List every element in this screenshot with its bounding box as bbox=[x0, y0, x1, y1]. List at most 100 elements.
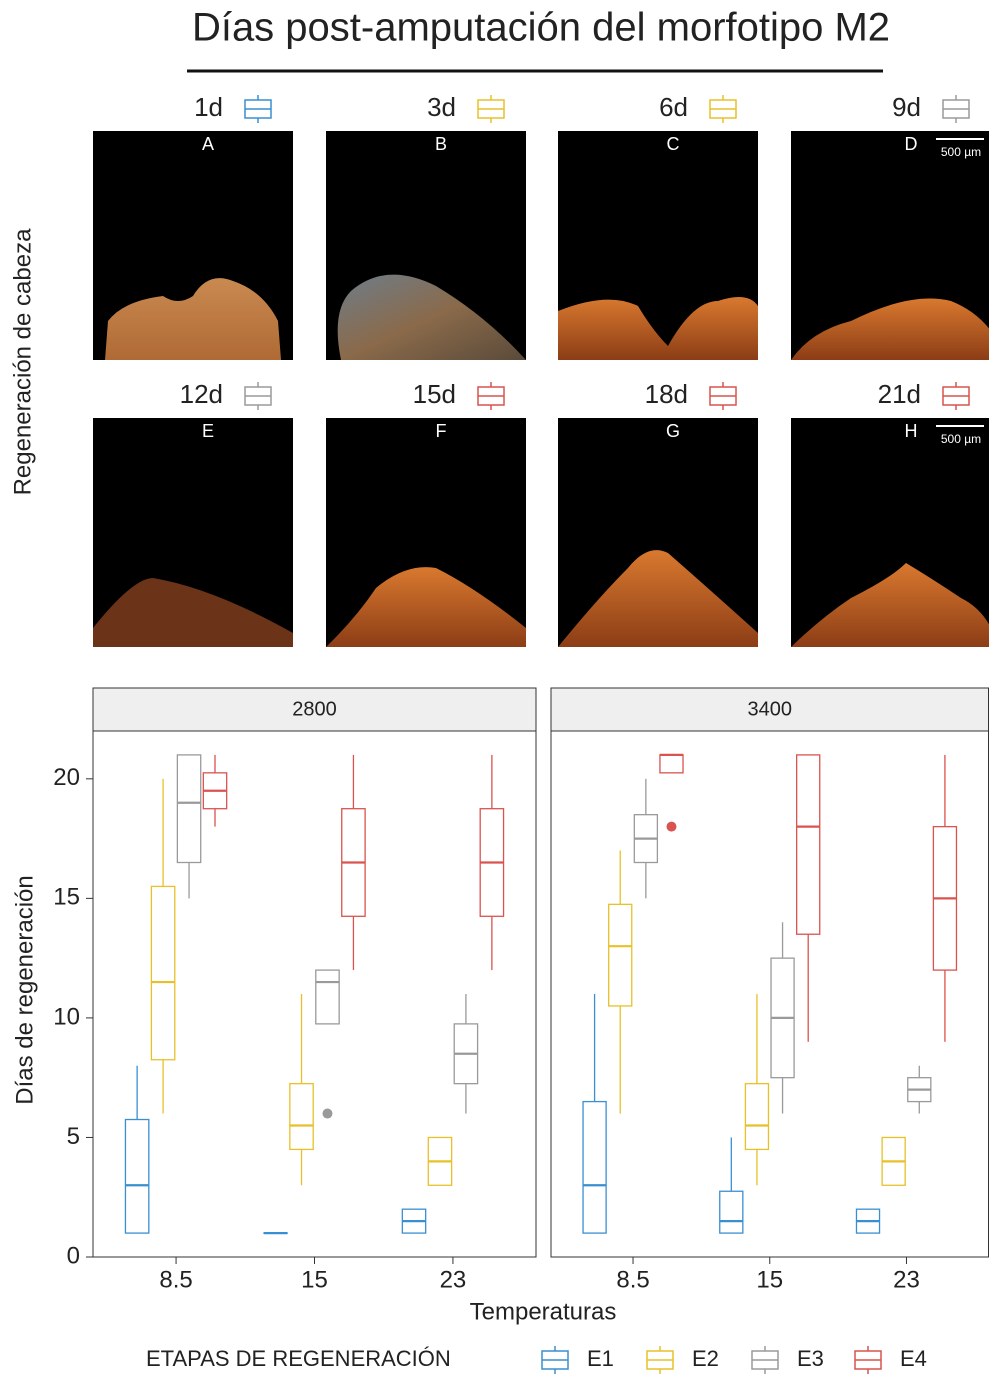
figure-title: Días post-amputación del morfotipo M2 bbox=[192, 6, 890, 50]
box bbox=[582, 994, 607, 1234]
day-icon bbox=[709, 95, 737, 123]
box-body bbox=[124, 1118, 150, 1234]
box bbox=[608, 850, 633, 1114]
box bbox=[176, 754, 202, 899]
specimen bbox=[558, 297, 758, 360]
box bbox=[453, 994, 479, 1114]
legend-icon bbox=[541, 1346, 569, 1374]
box bbox=[150, 778, 176, 1114]
box bbox=[744, 994, 770, 1186]
x-tick-label: 23 bbox=[440, 1266, 467, 1293]
panel-letter: B bbox=[435, 134, 447, 154]
specimen bbox=[105, 278, 281, 360]
strip-label: 3400 bbox=[748, 698, 793, 720]
box bbox=[881, 1136, 906, 1186]
legend-title: ETAPAS DE REGENERACIÓN bbox=[146, 1346, 451, 1371]
specimen bbox=[558, 550, 758, 647]
box bbox=[796, 754, 821, 1042]
day-icon bbox=[477, 382, 505, 410]
photo-y-label: Regeneración de cabeza bbox=[9, 228, 36, 496]
photo: F bbox=[326, 418, 526, 647]
day-label: 6d bbox=[659, 92, 688, 122]
panel-letter: F bbox=[436, 421, 447, 441]
x-tick-label: 15 bbox=[301, 1266, 328, 1293]
day-icon bbox=[477, 95, 505, 123]
box-body bbox=[289, 1083, 314, 1151]
day-label: 18d bbox=[645, 379, 688, 409]
box bbox=[855, 1208, 881, 1234]
box-body bbox=[796, 754, 821, 935]
box bbox=[719, 1137, 744, 1234]
panel-letter: C bbox=[667, 134, 680, 154]
box-body bbox=[176, 754, 202, 864]
strip bbox=[92, 687, 537, 732]
box bbox=[427, 1136, 453, 1186]
box bbox=[202, 754, 228, 827]
box-body bbox=[315, 969, 340, 1025]
box bbox=[633, 778, 659, 899]
day-label: 3d bbox=[427, 92, 456, 122]
panel-letter: A bbox=[202, 134, 214, 154]
specimen bbox=[791, 298, 989, 360]
panel-letter: E bbox=[202, 421, 214, 441]
box-body bbox=[744, 1083, 770, 1151]
y-axis-label: Días de regeneración bbox=[11, 875, 38, 1104]
day-label: 12d bbox=[180, 379, 223, 409]
box bbox=[770, 922, 795, 1114]
day-icon bbox=[244, 95, 272, 123]
box bbox=[659, 753, 684, 832]
day-label: 15d bbox=[413, 379, 456, 409]
scale-label: 500 µm bbox=[941, 145, 981, 159]
box-body bbox=[659, 754, 684, 774]
day-icon bbox=[942, 382, 970, 410]
box bbox=[479, 754, 505, 971]
box bbox=[401, 1208, 427, 1234]
legend-icon bbox=[646, 1346, 674, 1374]
y-tick-label: 20 bbox=[53, 764, 80, 791]
outlier bbox=[666, 821, 677, 832]
photo: A bbox=[93, 131, 293, 360]
strip-label: 2800 bbox=[292, 698, 337, 720]
outlier bbox=[322, 1108, 333, 1119]
y-tick-label: 15 bbox=[53, 884, 80, 911]
day-label: 9d bbox=[892, 92, 921, 122]
day-label: 21d bbox=[878, 379, 921, 409]
box bbox=[289, 994, 314, 1186]
x-tick-label: 23 bbox=[893, 1266, 920, 1293]
scale-label: 500 µm bbox=[941, 432, 981, 446]
photo: C bbox=[558, 131, 758, 360]
box bbox=[932, 754, 958, 1042]
photo: G bbox=[558, 418, 758, 647]
legend-icon bbox=[751, 1346, 779, 1374]
panel-letter: H bbox=[905, 421, 918, 441]
box-body bbox=[719, 1190, 744, 1234]
x-tick-label: 8.5 bbox=[159, 1266, 192, 1293]
x-tick-label: 8.5 bbox=[616, 1266, 649, 1293]
specimen bbox=[326, 567, 526, 647]
day-icon bbox=[709, 382, 737, 410]
legend-label: E3 bbox=[797, 1346, 824, 1371]
y-tick-label: 5 bbox=[67, 1123, 80, 1150]
box bbox=[341, 754, 366, 971]
day-icon bbox=[244, 382, 272, 410]
box bbox=[907, 1065, 932, 1114]
photo: E bbox=[93, 418, 293, 647]
photo: H 500 µm bbox=[791, 418, 989, 647]
photo: B bbox=[326, 131, 526, 360]
panel-letter: D bbox=[905, 134, 918, 154]
y-tick-label: 10 bbox=[53, 1003, 80, 1030]
box-body bbox=[582, 1100, 607, 1234]
y-tick-label: 0 bbox=[67, 1242, 80, 1269]
x-tick-label: 15 bbox=[756, 1266, 783, 1293]
specimen bbox=[791, 563, 989, 647]
box bbox=[315, 969, 340, 1119]
box bbox=[124, 1065, 150, 1234]
day-label: 1d bbox=[194, 92, 223, 122]
box-body bbox=[608, 903, 633, 1007]
legend-label: E2 bbox=[692, 1346, 719, 1371]
specimen bbox=[337, 274, 526, 360]
x-axis-label: Temperaturas bbox=[470, 1298, 617, 1325]
legend-label: E4 bbox=[900, 1346, 927, 1371]
photo: D 500 µm bbox=[791, 131, 989, 360]
